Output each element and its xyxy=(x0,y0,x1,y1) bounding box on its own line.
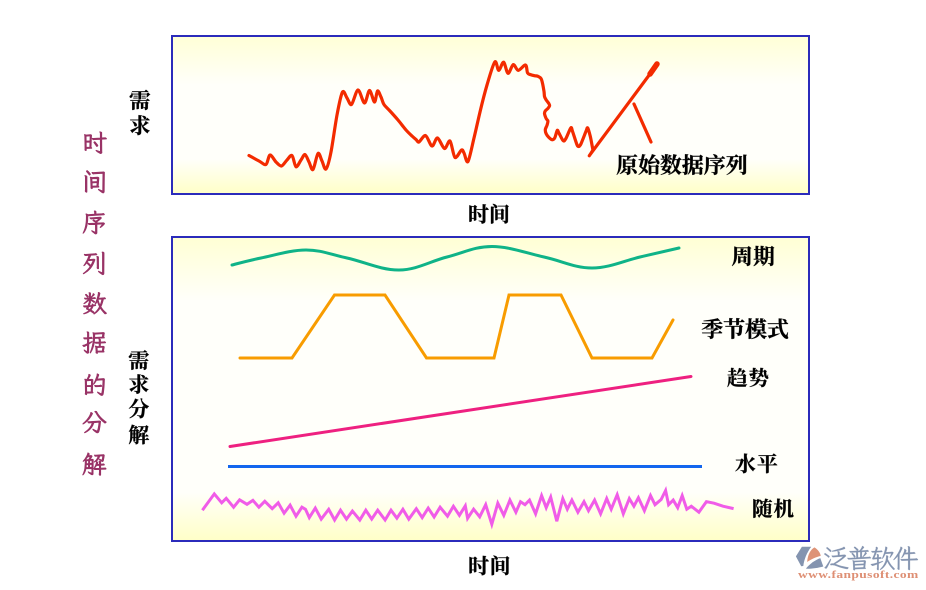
svg-text:www.fanpusoft.com: www.fanpusoft.com xyxy=(798,568,919,580)
